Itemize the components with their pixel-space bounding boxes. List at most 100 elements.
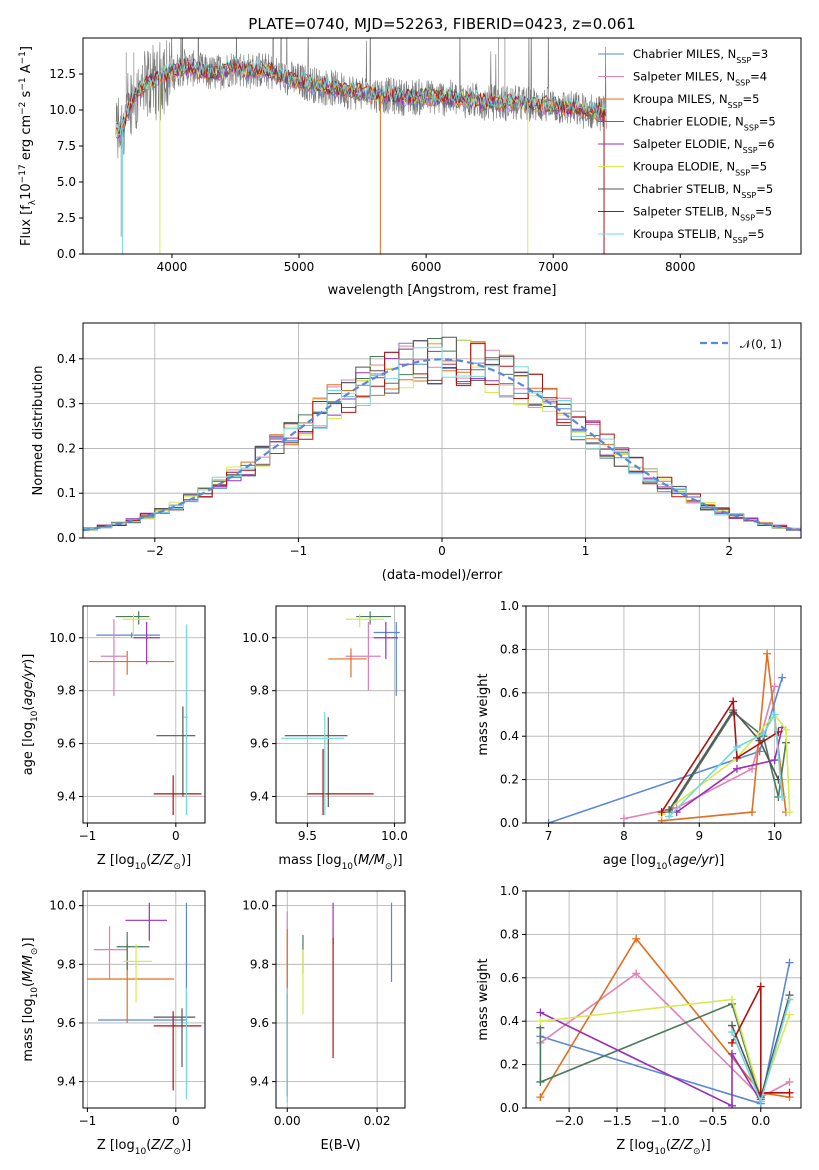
weight-point-4-1: [732, 764, 741, 773]
y-tick-label-1: 9.6: [57, 737, 76, 751]
panel-spectrum: 4000 5000 6000 7000 8000 0.0 2.5 5.0 7.5 10.0 12.5…: [18, 37, 802, 298]
weight-point-8-0: [728, 1028, 737, 1037]
weight-point-4-1: [728, 1101, 737, 1108]
legend-entry-6: Chabrier STELIB, NSSP=5: [633, 182, 773, 200]
weight-line-6: [668, 708, 780, 811]
weight-point-7-2: [732, 753, 741, 762]
y-tick-label-2: 0.4: [500, 729, 519, 743]
weight-point-8-4: [778, 792, 787, 801]
x-tick-label-2: −1.0: [650, 1114, 679, 1128]
y-tick-label-4: 0.8: [500, 642, 519, 656]
y-tick-label-2: 5.0: [57, 175, 76, 189]
y-tick-label-5: 12.5: [49, 67, 76, 81]
weight-line-1: [539, 972, 790, 1099]
axes-frame-age-vs-Z: [82, 605, 206, 824]
plot-area-mass-vs-ebv: [286, 902, 393, 1103]
x-tick-label-4: 2: [725, 544, 733, 558]
weight-point-7-0: [728, 1038, 737, 1047]
weight-point-1-0: [619, 814, 628, 823]
weight-point-4-2: [728, 1049, 737, 1058]
y-tick-label-3: 10.0: [242, 631, 269, 645]
y-tick-label-3: 10.0: [49, 631, 76, 645]
legend: Chabrier MILES, NSSP=3 Salpeter MILES, NS…: [598, 47, 776, 245]
x-tick-label-1: 0: [172, 1114, 180, 1128]
weight-line-5: [540, 998, 791, 1100]
weight-line-2: [539, 937, 790, 1098]
legend-entry: 𝒩(0, 1): [740, 337, 782, 351]
weight-point-5-3: [781, 725, 790, 734]
charts-layer: 4000 5000 6000 7000 80000.02.55.07.510.012.5…: [18, 37, 802, 1157]
weight-point-5-4: [785, 808, 794, 817]
y-tick-label-2: 9.8: [250, 957, 269, 971]
weight-line-7: [660, 699, 779, 813]
x-axis-label: Z [log10(Z/Z⊙)]: [616, 1138, 710, 1157]
x-tick-label-2: 6000: [411, 260, 442, 274]
y-tick-label-3: 10.0: [49, 899, 76, 913]
y-tick-label-0: 9.4: [250, 790, 269, 804]
weight-point-8-2: [785, 995, 794, 1004]
y-tick-label-0: 0.0: [500, 816, 519, 830]
y-tick-label-3: 10.0: [242, 899, 269, 913]
y-axis-label: mass weight: [476, 958, 491, 1040]
y-tick-label-0: 9.4: [250, 1075, 269, 1089]
legend-entry-5: Kroupa ELODIE, NSSP=5: [633, 160, 767, 178]
y-tick-label-3: 0.3: [57, 397, 76, 411]
y-tick-label-2: 9.8: [57, 957, 76, 971]
x-tick-label-0: −1: [79, 829, 97, 843]
x-tick-label-0: −2.0: [555, 1114, 584, 1128]
axes-frame-weight-vs-Z: [525, 890, 802, 1109]
model-spectrum-8: [115, 55, 606, 136]
weight-point-2-1: [632, 934, 641, 943]
panel-weight-vs-Z: −2.0 −1.5 −1.0 −0.5 0.0 0.0 0.2 0.4 0.6 0.8 1.0 Z […: [476, 884, 802, 1157]
weight-point-7-1: [756, 982, 765, 991]
panel-residuals: −2 −1 0 1 2 0.0 0.1 0.2 0.3 0.4 (data-model)/error…: [31, 322, 802, 583]
weight-point-7-0: [657, 808, 666, 817]
y-axis-label: Flux [fλ10−17 erg cm−2 s−1 A−1]: [18, 46, 38, 246]
histogram-8: [83, 346, 801, 530]
x-tick-label-0: −1: [79, 1114, 97, 1128]
y-tick-label-0: 0.0: [500, 1101, 519, 1115]
weight-point-3-1: [536, 1077, 545, 1086]
weight-point-4-0: [536, 1008, 545, 1017]
y-tick-label-0: 9.4: [57, 790, 76, 804]
weight-point-5-3: [785, 1010, 794, 1019]
legend-entry-2: Kroupa MILES, NSSP=5: [633, 92, 759, 110]
y-tick-label-4: 10.0: [49, 103, 76, 117]
x-tick-label-1: −1: [290, 544, 308, 558]
legend-entry-8: Kroupa STELIB, NSSP=5: [633, 227, 764, 245]
weight-line-4: [540, 1011, 762, 1108]
weight-point-0-2: [785, 958, 794, 967]
y-axis-label: mass [log10(M/M⊙)]: [21, 937, 40, 1061]
weight-point-7-1: [729, 697, 738, 706]
x-tick-label-3: 7000: [538, 260, 569, 274]
y-tick-label-3: 0.6: [500, 971, 519, 985]
weight-point-7-3: [785, 1088, 794, 1097]
weight-point-1-3: [785, 1077, 794, 1086]
plot-area-age-vs-Z: [89, 611, 202, 816]
x-axis-label: (data-model)/error: [382, 568, 503, 583]
x-tick-label-0: 7: [545, 829, 553, 843]
y-tick-label-3: 7.5: [57, 139, 76, 153]
weight-point-2-0: [536, 1093, 545, 1102]
x-tick-label-2: 9: [695, 829, 703, 843]
plot-area-weight-vs-Z: [536, 934, 794, 1108]
y-tick-label-2: 0.4: [500, 1014, 519, 1028]
plot-area-spectrum: [115, 38, 607, 254]
y-tick-label-1: 9.6: [250, 737, 269, 751]
x-tick-label-0: 9.5: [298, 829, 317, 843]
y-tick-label-5: 1.0: [500, 599, 519, 613]
x-axis-label: age [log10(age/yr)]: [603, 853, 725, 872]
weight-point-8-0: [665, 812, 674, 821]
y-tick-label-3: 0.6: [500, 686, 519, 700]
weight-point-0-0: [544, 819, 553, 823]
y-tick-label-0: 0.0: [57, 531, 76, 545]
weight-point-8-1: [756, 1097, 765, 1106]
panel-age-vs-mass: 9.5 10.0 9.4 9.6 9.8 10.0 mass [log10(M/M⊙)]: [242, 605, 408, 872]
y-tick-label-1: 0.2: [500, 773, 519, 787]
x-tick-label-1: 5000: [284, 260, 315, 274]
y-tick-label-0: 9.4: [57, 1075, 76, 1089]
panel-weight-vs-age: 7 8 9 10 0.0 0.2 0.4 0.6 0.8 1.0 age [log10(age/yr…: [476, 599, 802, 872]
axes-frame-mass-vs-Z: [82, 890, 206, 1109]
weight-line-4: [676, 727, 783, 813]
x-tick-label-1: −1.5: [602, 1114, 631, 1128]
